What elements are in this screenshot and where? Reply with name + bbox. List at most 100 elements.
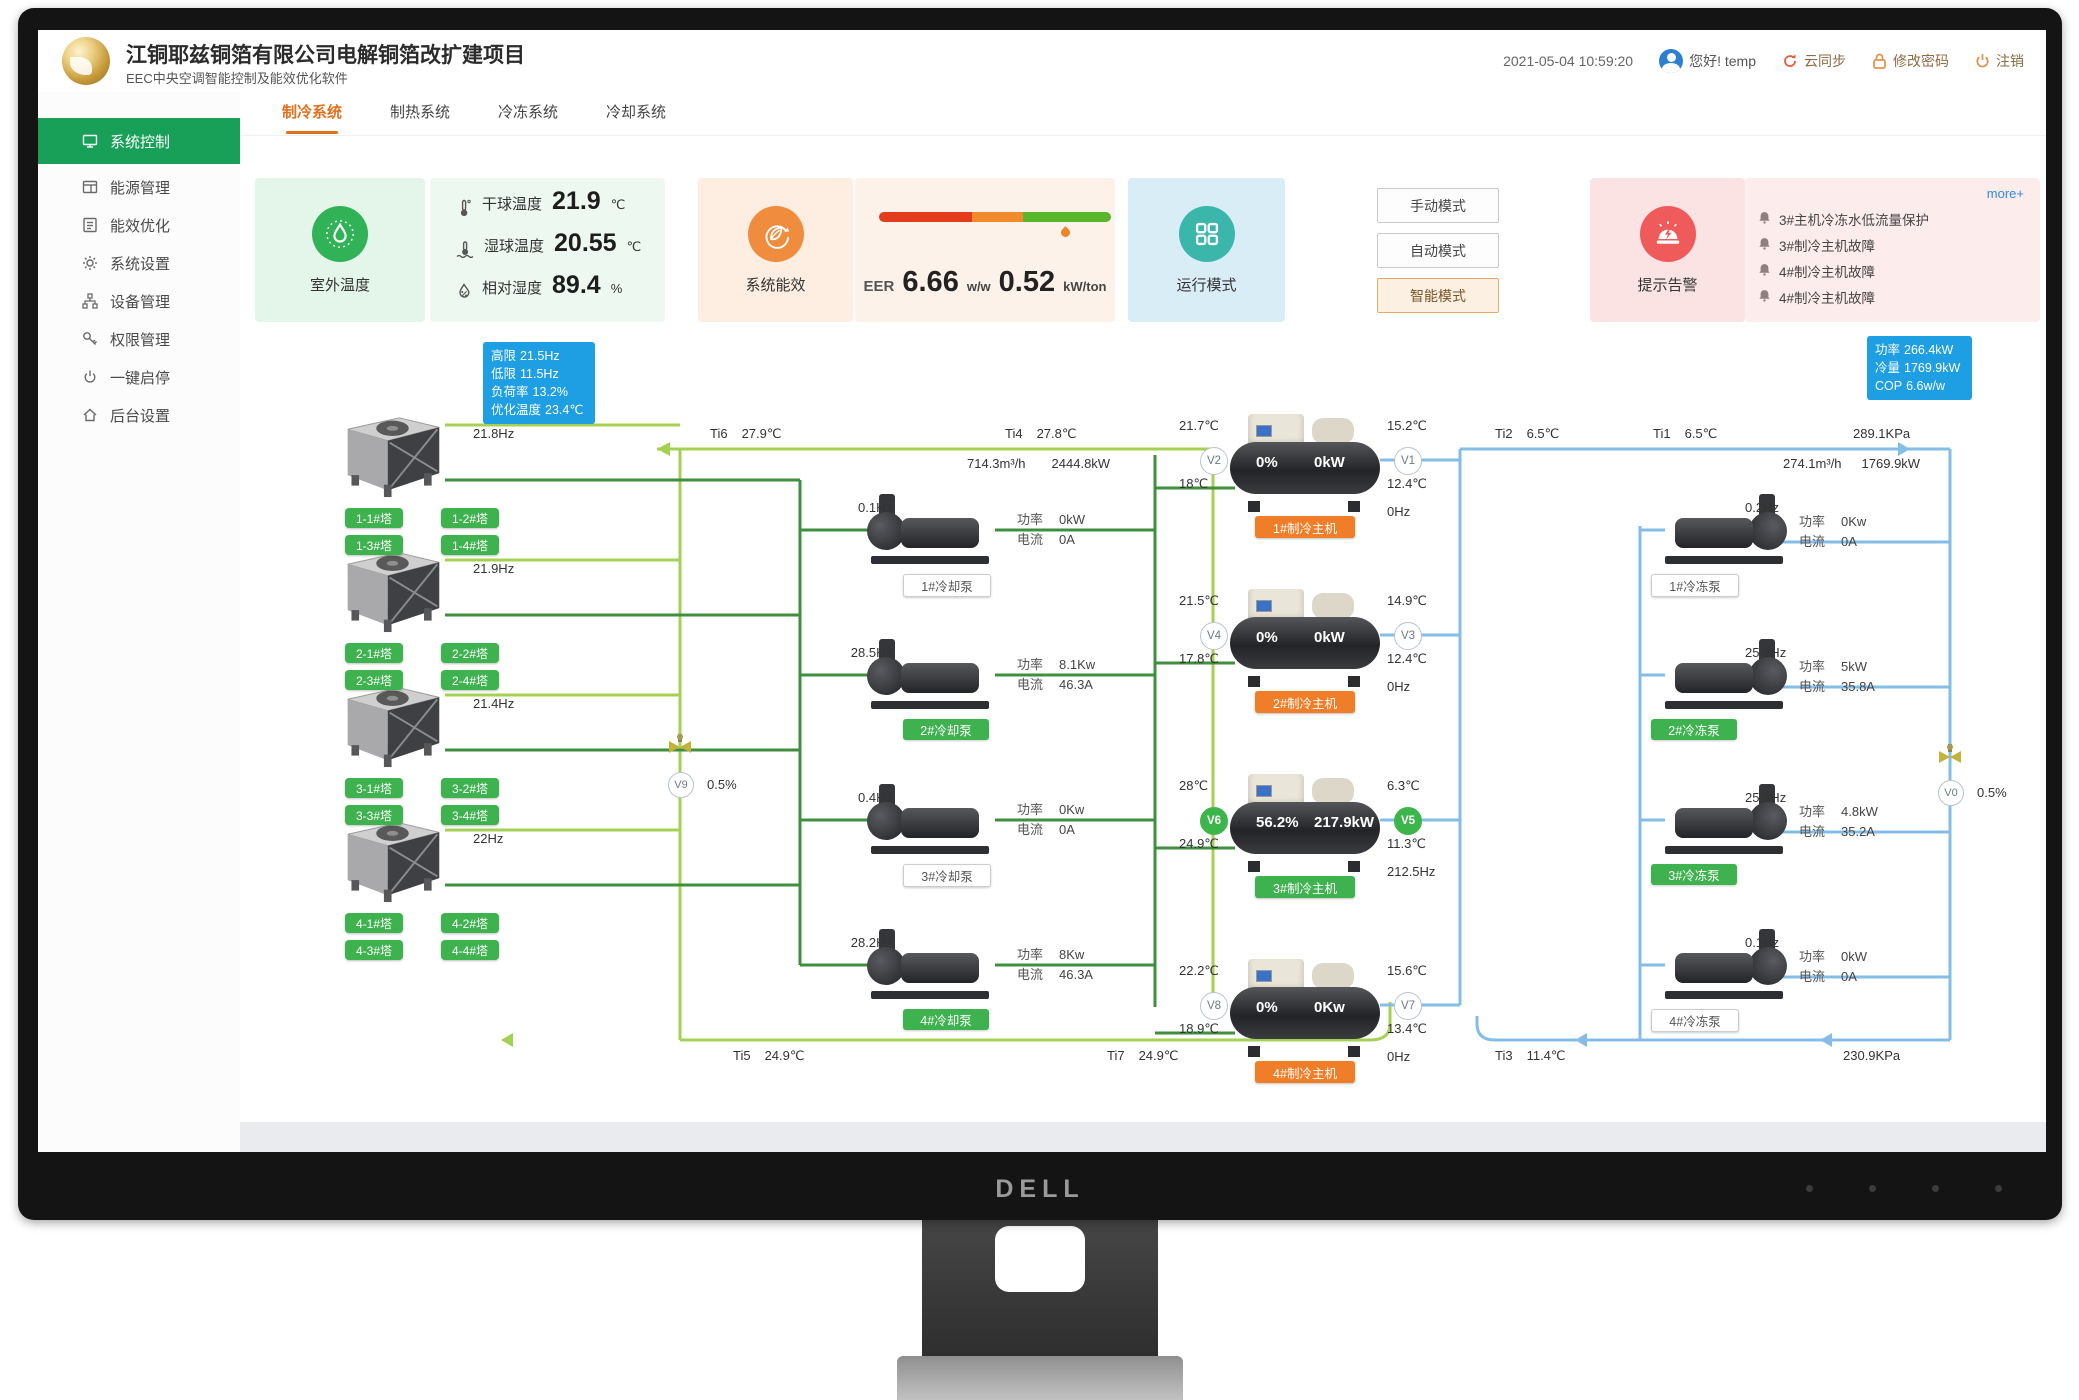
sidebar-item-energy-management[interactable]: 能源管理 <box>38 168 240 206</box>
tab-heating-system[interactable]: 制热系统 <box>389 103 450 121</box>
tower-badge[interactable]: 3-2#塔 <box>441 778 499 798</box>
plant-diagram: 高限 21.5Hz 低限 11.5Hz 负荷率 13.2% 优化温度 23.4℃ 功率 2… <box>255 330 2007 1120</box>
cooling-pump-1[interactable] <box>867 494 997 566</box>
alarm-more-link[interactable]: more+ <box>1986 186 2024 201</box>
tower-badge[interactable]: 2-3#塔 <box>345 670 403 690</box>
eco-leaf-icon <box>747 205 804 262</box>
tab-chilled-system[interactable]: 冷冻系统 <box>497 103 558 121</box>
chiller-2[interactable]: 0% 0kW <box>1230 583 1380 687</box>
cooling-tower-group-3[interactable] <box>340 680 445 777</box>
valve-v6[interactable]: V6 <box>1200 807 1228 835</box>
cooling-pump-3[interactable] <box>867 784 997 856</box>
sidebar-item-backend-settings[interactable]: 后台设置 <box>38 396 240 434</box>
tower-badge[interactable]: 4-4#塔 <box>441 940 499 960</box>
cooling-pump-3-badge[interactable]: 3#冷却泵 <box>903 864 991 887</box>
sidebar-item-one-key-start-stop[interactable]: 一键启停 <box>38 358 240 396</box>
cooling-pump-1-badge[interactable]: 1#冷却泵 <box>903 574 991 597</box>
valve-v8[interactable]: V8 <box>1200 992 1228 1020</box>
alarm-item[interactable]: 4#制冷主机故障 <box>1779 265 1876 280</box>
chilled-pump-4-readings: 功率 0kW 电流 0A <box>1799 949 1867 984</box>
chiller-inlet-temp: 28℃ <box>1179 778 1209 793</box>
tower-badge[interactable]: 3-3#塔 <box>345 805 403 825</box>
valve-v4[interactable]: V4 <box>1200 622 1228 650</box>
chilled-pump-2-badge[interactable]: 2#冷冻泵 <box>1651 719 1737 740</box>
pump-frequency: 0.2Hz <box>1745 500 1779 515</box>
tower-badge[interactable]: 2-2#塔 <box>441 643 499 663</box>
eer-marker <box>1059 226 1072 239</box>
system-efficiency-card: 系统能效 <box>698 178 853 322</box>
tower-badge[interactable]: 4-1#塔 <box>345 913 403 933</box>
tab-bar: 制冷系统 制热系统 冷冻系统 冷却系统 <box>240 92 2046 136</box>
bottom-strip <box>240 1122 2046 1152</box>
chiller-inlet-temp: 21.5℃ <box>1179 593 1219 608</box>
tower-badge[interactable]: 4-3#塔 <box>345 940 403 960</box>
chiller-1-badge[interactable]: 1#制冷主机 <box>1255 516 1355 538</box>
manual-mode-button[interactable]: 手动模式 <box>1377 188 1499 223</box>
logout-button[interactable]: 注销 <box>1975 51 2024 71</box>
valve-v2[interactable]: V2 <box>1200 447 1228 475</box>
cooling-tower-group-2[interactable] <box>340 545 445 642</box>
chiller-3[interactable]: 56.2% 217.9kW <box>1230 768 1380 872</box>
sidebar-item-permission-management[interactable]: 权限管理 <box>38 320 240 358</box>
evaporator-flow-power: 274.1m³/h 1769.9kW <box>1783 456 1921 471</box>
auto-mode-button[interactable]: 自动模式 <box>1377 233 1499 268</box>
chiller-4-badge[interactable]: 4#制冷主机 <box>1255 1061 1355 1083</box>
tower-badge[interactable]: 4-2#塔 <box>441 913 499 933</box>
app-header: 江铜耶兹铜箔有限公司电解铜箔改扩建项目 EEC中央空调智能控制及能效优化软件 2… <box>38 30 2046 93</box>
lock-icon <box>1872 53 1887 69</box>
org-chart-icon <box>82 293 98 309</box>
cooling-pump-4[interactable] <box>867 929 997 1001</box>
tower-badge[interactable]: 1-4#塔 <box>441 535 499 555</box>
chiller-inlet-temp: 18℃ <box>1179 476 1209 491</box>
pipe-network <box>445 423 1952 1047</box>
sidebar-item-system-control[interactable]: 系统控制 <box>38 118 240 164</box>
tab-condenser-system[interactable]: 冷却系统 <box>605 103 666 121</box>
company-logo <box>62 37 110 85</box>
valve-v1[interactable]: V1 <box>1394 447 1422 475</box>
valve-v3[interactable]: V3 <box>1394 622 1422 650</box>
sidebar-item-system-settings[interactable]: 系统设置 <box>38 244 240 282</box>
alarm-item[interactable]: 3#制冷主机故障 <box>1779 239 1876 254</box>
valve-v7[interactable]: V7 <box>1394 992 1422 1020</box>
chilled-pump-1-badge[interactable]: 1#冷冻泵 <box>1651 574 1739 597</box>
chiller-4[interactable]: 0% 0Kw <box>1230 953 1380 1057</box>
bell-icon <box>1759 264 1770 276</box>
sidebar-item-efficiency-optimization[interactable]: 能效优化 <box>38 206 240 244</box>
chilled-pump-3-badge[interactable]: 3#冷冻泵 <box>1651 864 1737 885</box>
tower-badge[interactable]: 2-1#塔 <box>345 643 403 663</box>
valve-icon-v9[interactable] <box>667 734 693 761</box>
cooling-tower-group-1[interactable] <box>340 410 445 507</box>
cooling-pump-4-badge[interactable]: 4#冷却泵 <box>903 1009 989 1030</box>
chiller-2-badge[interactable]: 2#制冷主机 <box>1255 691 1355 713</box>
sidebar-item-device-management[interactable]: 设备管理 <box>38 282 240 320</box>
change-password-button[interactable]: 修改密码 <box>1872 51 1949 71</box>
alarm-item[interactable]: 3#主机冷冻水低流量保护 <box>1779 213 1930 228</box>
system-efficiency-label: 系统能效 <box>745 276 806 294</box>
cooling-pump-4-readings: 功率 8Kw 电流 46.3A <box>1017 947 1093 982</box>
eer-card: EER 6.66 w/w 0.52 kW/ton <box>855 178 1115 322</box>
tower-badge[interactable]: 1-1#塔 <box>345 508 403 528</box>
tower-badge[interactable]: 1-3#塔 <box>345 535 403 555</box>
chilled-pump-4-badge[interactable]: 4#冷冻泵 <box>1651 1009 1739 1032</box>
chiller-outlet-temp: 15.6℃ <box>1387 963 1427 978</box>
valve-icon-v0[interactable] <box>1937 744 1963 771</box>
tower-badge[interactable]: 3-4#塔 <box>441 805 499 825</box>
tower-badge[interactable]: 1-2#塔 <box>441 508 499 528</box>
sensor-ti7: Ti7 24.9℃ <box>1107 1048 1179 1063</box>
pump-frequency: 28.5Hz <box>850 645 892 660</box>
cooling-pump-2-badge[interactable]: 2#冷却泵 <box>903 719 989 740</box>
cloud-sync-button[interactable]: 云同步 <box>1782 51 1846 71</box>
cooling-tower-group-4[interactable] <box>340 815 445 912</box>
screen: 江铜耶兹铜箔有限公司电解铜箔改扩建项目 EEC中央空调智能控制及能效优化软件 2… <box>38 30 2046 1152</box>
chiller-3-badge[interactable]: 3#制冷主机 <box>1255 876 1355 898</box>
alarm-item[interactable]: 4#制冷主机故障 <box>1779 291 1876 306</box>
valve-v5[interactable]: V5 <box>1394 807 1422 835</box>
chiller-1[interactable]: 0% 0kW <box>1230 408 1380 512</box>
chiller-outlet-temp: 12.4℃ <box>1387 651 1427 666</box>
tab-cooling-system[interactable]: 制冷系统 <box>268 92 356 136</box>
smart-mode-button[interactable]: 智能模式 <box>1377 278 1499 313</box>
tower-frequency: 21.8Hz <box>473 426 515 441</box>
tower-badge[interactable]: 3-1#塔 <box>345 778 403 798</box>
cooling-pump-2[interactable] <box>867 639 997 711</box>
tower-badge[interactable]: 2-4#塔 <box>441 670 499 690</box>
